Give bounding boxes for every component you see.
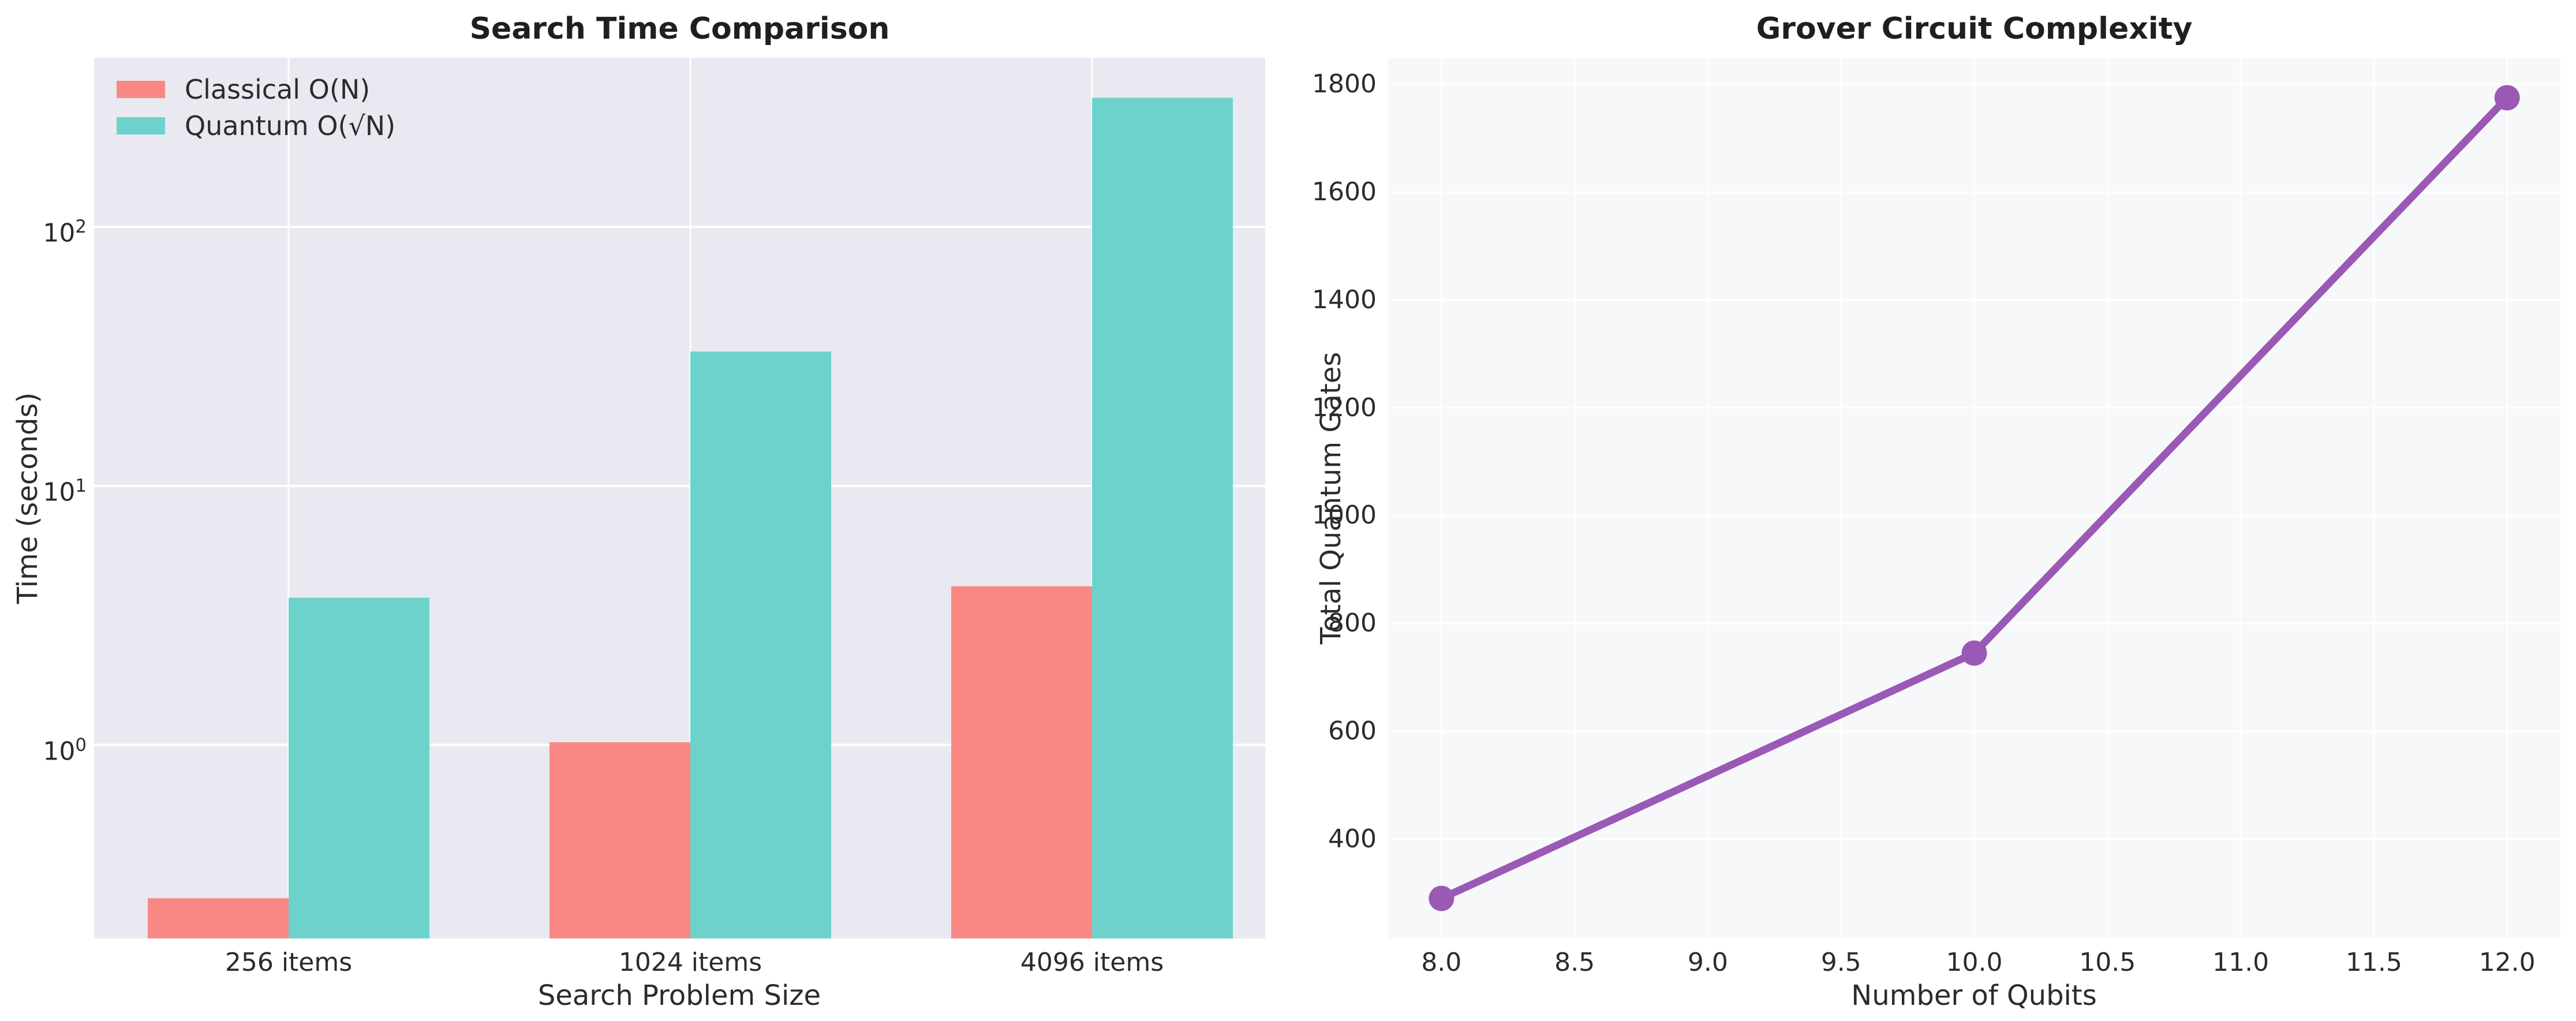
bar-classical-4096-items <box>951 586 1092 938</box>
line-plot-svg <box>1388 58 2560 938</box>
legend-item-classical[interactable]: Classical O(N) <box>117 71 395 107</box>
x-tick-label: 1024 items <box>618 948 762 977</box>
x-tick-label: 10.0 <box>1946 948 2003 977</box>
x-tick-label: 9.5 <box>1820 948 1861 977</box>
x-axis-label-left: Search Problem Size <box>537 979 821 1012</box>
bar-plot-area: Classical O(N) Quantum O(√N) <box>94 58 1265 938</box>
legend-swatch-quantum-icon <box>117 117 165 134</box>
x-tick-label: 12.0 <box>2478 948 2536 977</box>
y-tick-label: 800 <box>1328 608 1377 638</box>
bar-classical-1024-items <box>549 742 690 938</box>
bar-classical-256-items <box>148 898 289 938</box>
chart-title-left: Search Time Comparison <box>469 12 890 46</box>
x-tick-label: 8.0 <box>1421 948 1462 977</box>
y-tick-label: 1400 <box>1312 285 1377 315</box>
x-tick-label: 11.0 <box>2212 948 2270 977</box>
line-plot-area <box>1388 58 2560 938</box>
y-tick-label: 1000 <box>1312 500 1377 530</box>
data-point-marker <box>2494 85 2520 111</box>
data-point-marker <box>1429 885 1455 911</box>
bar-quantum-256-items <box>289 597 429 938</box>
bar-quantum-4096-items <box>1092 98 1233 938</box>
y-tick-label: 100 <box>43 734 87 766</box>
legend-label-quantum: Quantum O(√N) <box>185 110 396 141</box>
x-tick-label: 8.5 <box>1554 948 1595 977</box>
x-axis-label-right: Number of Qubits <box>1851 979 2097 1012</box>
x-tick-label: 256 items <box>225 948 353 977</box>
x-tick-label: 9.0 <box>1687 948 1728 977</box>
bar-plot-svg <box>94 58 1265 938</box>
bar-quantum-1024-items <box>690 351 831 938</box>
x-tick-label: 11.5 <box>2345 948 2402 977</box>
y-tick-label: 102 <box>43 216 87 248</box>
chart-title-right: Grover Circuit Complexity <box>1756 12 2193 46</box>
y-tick-label: 1800 <box>1312 69 1377 99</box>
x-tick-label: 4096 items <box>1020 948 1164 977</box>
legend-item-quantum[interactable]: Quantum O(√N) <box>117 107 395 144</box>
y-tick-label: 101 <box>43 475 87 507</box>
y-tick-label: 400 <box>1328 824 1377 854</box>
y-tick-label: 600 <box>1328 716 1377 746</box>
legend: Classical O(N) Quantum O(√N) <box>117 71 395 144</box>
x-tick-label: 10.5 <box>2079 948 2136 977</box>
legend-swatch-classical-icon <box>117 80 165 98</box>
data-point-marker <box>1961 640 1987 666</box>
y-tick-label: 1200 <box>1312 392 1377 422</box>
legend-label-classical: Classical O(N) <box>185 73 371 105</box>
y-tick-label: 1600 <box>1312 177 1377 207</box>
